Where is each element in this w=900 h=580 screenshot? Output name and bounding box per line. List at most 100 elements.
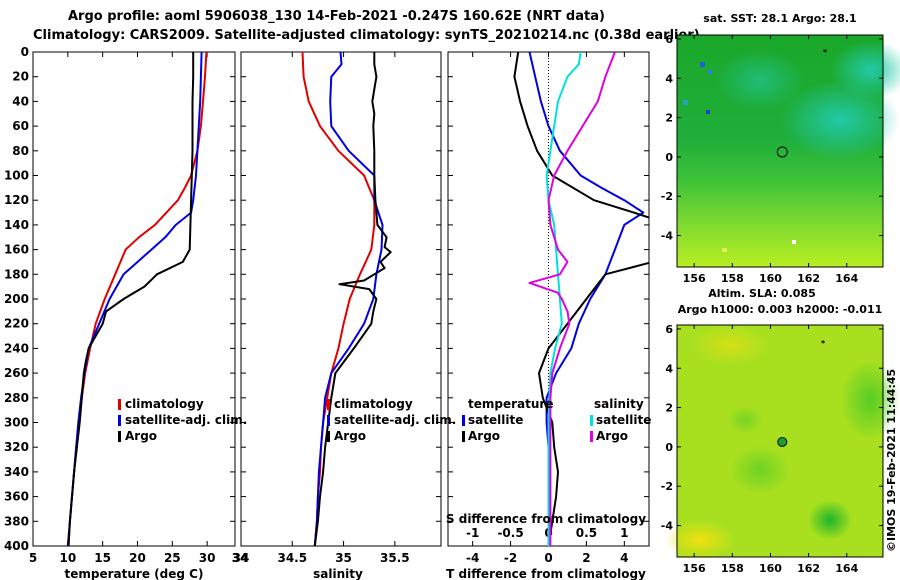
map-y-tick-label: 0 — [665, 441, 673, 454]
top-tick-label: -1 — [466, 526, 479, 540]
series-line-argo — [313, 52, 392, 546]
depth-tick-label: 400 — [4, 539, 29, 553]
sla-anomaly — [665, 520, 735, 560]
island-marker: * — [821, 339, 826, 348]
depth-tick-label: 140 — [4, 218, 29, 232]
depth-tick-label: 160 — [4, 243, 29, 257]
sst-cloud-pixel — [683, 100, 688, 105]
sst-map-title: sat. SST: 28.1 Argo: 28.1 — [703, 12, 856, 25]
sst-map-ticks: 156 158 160 162 164 6 4 2 0 -2 -4 — [661, 33, 884, 285]
x-tick-label: -4 — [466, 551, 479, 565]
x-tick-label: -2 — [504, 551, 517, 565]
map-y-tick-label: -2 — [661, 190, 673, 203]
sla-anomaly — [840, 360, 900, 440]
x-tick-label: 0 — [544, 551, 552, 565]
temperature-axes-box — [32, 51, 236, 547]
salinity-x-ticks: 34 34.5 35 35.5 — [233, 52, 410, 565]
argo-location-marker — [777, 436, 788, 447]
depth-tick-label: 60 — [12, 119, 29, 133]
map-frame — [676, 34, 884, 268]
legend-swatch-climatology — [118, 399, 121, 410]
temperature-x-ticks: 5 10 15 20 25 30 34 — [29, 52, 248, 565]
x-tick-label: 30 — [199, 551, 216, 565]
map-y-tick-label: 2 — [665, 402, 673, 415]
map-y-tick-label: 0 — [665, 151, 673, 164]
series-line-salinity-argo — [528, 52, 616, 546]
sst-cloud-pixel — [792, 240, 796, 244]
map-x-tick-label: 164 — [835, 272, 858, 285]
depth-tick-label: 180 — [4, 267, 29, 281]
temperature-legend: climatology satellite-adj. clim. Argo — [118, 397, 247, 443]
argo-location-marker — [776, 146, 788, 158]
difference-panel: -4 -2 0 2 4 -1 -0.5 0 0.5 1 S difference from cl… — [446, 51, 651, 580]
legend-label-sal-argo: Argo — [596, 429, 628, 443]
legend-label-climatology: climatology — [125, 397, 204, 411]
difference-y-ticks — [448, 51, 649, 547]
difference-x-ticks: -4 -2 0 2 4 — [466, 52, 629, 565]
sst-cloud-pixel — [700, 62, 705, 67]
salinity-y-ticks — [241, 51, 441, 547]
legend-title-temperature: temperature — [468, 397, 553, 411]
legend-swatch-sal-satellite — [590, 415, 593, 426]
x-tick-label: 34.5 — [277, 551, 307, 565]
sla-anomaly — [690, 325, 770, 365]
map-frame — [676, 324, 884, 558]
series-line-argo — [67, 52, 195, 546]
depth-tick-label: 40 — [12, 94, 29, 108]
legend-label-argo: Argo — [334, 429, 366, 443]
map-y-tick-label: 6 — [665, 33, 673, 46]
map-x-tick-label: 160 — [759, 272, 782, 285]
s-difference-label: S difference from climatology — [446, 512, 646, 526]
depth-tick-label: 380 — [4, 514, 29, 528]
x-tick-label: 25 — [164, 551, 181, 565]
map-x-tick-label: 162 — [797, 562, 820, 575]
title-line-2: Climatology: CARS2009. Satellite-adjuste… — [33, 28, 700, 43]
depth-tick-label: 340 — [4, 465, 29, 479]
map-y-tick-label: 2 — [665, 112, 673, 125]
island-marker: * — [823, 48, 828, 57]
x-tick-label: 15 — [94, 551, 111, 565]
depth-axis-ticks: 0 20 40 60 80 100 120 140 160 180 200 220 240 260 280 3… — [4, 45, 235, 553]
depth-tick-label: 100 — [4, 169, 29, 183]
sla-map: Altim. SLA: 0.085 Argo h1000: 0.003 h200… — [661, 287, 900, 575]
salinity-legend: climatology satellite-adj. clim. Argo — [327, 397, 456, 443]
map-x-tick-label: 156 — [683, 562, 706, 575]
depth-tick-label: 0 — [21, 45, 29, 59]
x-tick-label: 2 — [582, 551, 590, 565]
map-y-tick-label: 4 — [665, 72, 673, 85]
x-tick-label: 34 — [233, 551, 250, 565]
depth-tick-label: 260 — [4, 366, 29, 380]
series-line-temperature-argo — [513, 52, 649, 546]
legend-label-climatology: climatology — [334, 397, 413, 411]
legend-swatch-temp-argo — [462, 431, 465, 442]
legend-label-satellite: satellite-adj. clim. — [334, 413, 456, 427]
legend-swatch-satellite — [118, 415, 121, 426]
legend-label-sal-satellite: satellite — [596, 413, 651, 427]
map-y-tick-label: -2 — [661, 480, 673, 493]
map-x-tick-label: 158 — [721, 272, 744, 285]
x-tick-label: 5 — [29, 551, 37, 565]
depth-tick-label: 200 — [4, 292, 29, 306]
depth-tick-label: 220 — [4, 317, 29, 331]
depth-tick-label: 280 — [4, 391, 29, 405]
top-tick-label: 0.5 — [576, 526, 597, 540]
legend-swatch-temp-satellite — [462, 415, 465, 426]
map-x-tick-label: 164 — [835, 562, 858, 575]
legend-label-temp-satellite: satellite — [468, 413, 523, 427]
credit-text: ©IMOS 19-Feb-2021 11:44:45 — [885, 369, 898, 552]
difference-lines — [513, 52, 649, 546]
sst-cloud-pixel — [708, 70, 712, 74]
depth-tick-label: 360 — [4, 490, 29, 504]
sst-cloud-pixel — [722, 248, 727, 252]
difference-legend: temperature salinity satellite Argo sate… — [462, 397, 651, 443]
salinity-difference-ticks: -1 -0.5 0 0.5 1 — [466, 526, 629, 540]
legend-swatch-argo — [118, 431, 121, 442]
sst-map: sat. SST: 28.1 Argo: 28.1 156 158 160 162 16… — [661, 12, 900, 285]
legend-label-argo: Argo — [125, 429, 157, 443]
sla-anomaly — [808, 500, 852, 540]
depth-tick-label: 240 — [4, 341, 29, 355]
map-y-tick-label: -4 — [661, 520, 674, 533]
salinity-lines — [301, 52, 392, 546]
legend-label-satellite: satellite-adj. clim. — [125, 413, 247, 427]
